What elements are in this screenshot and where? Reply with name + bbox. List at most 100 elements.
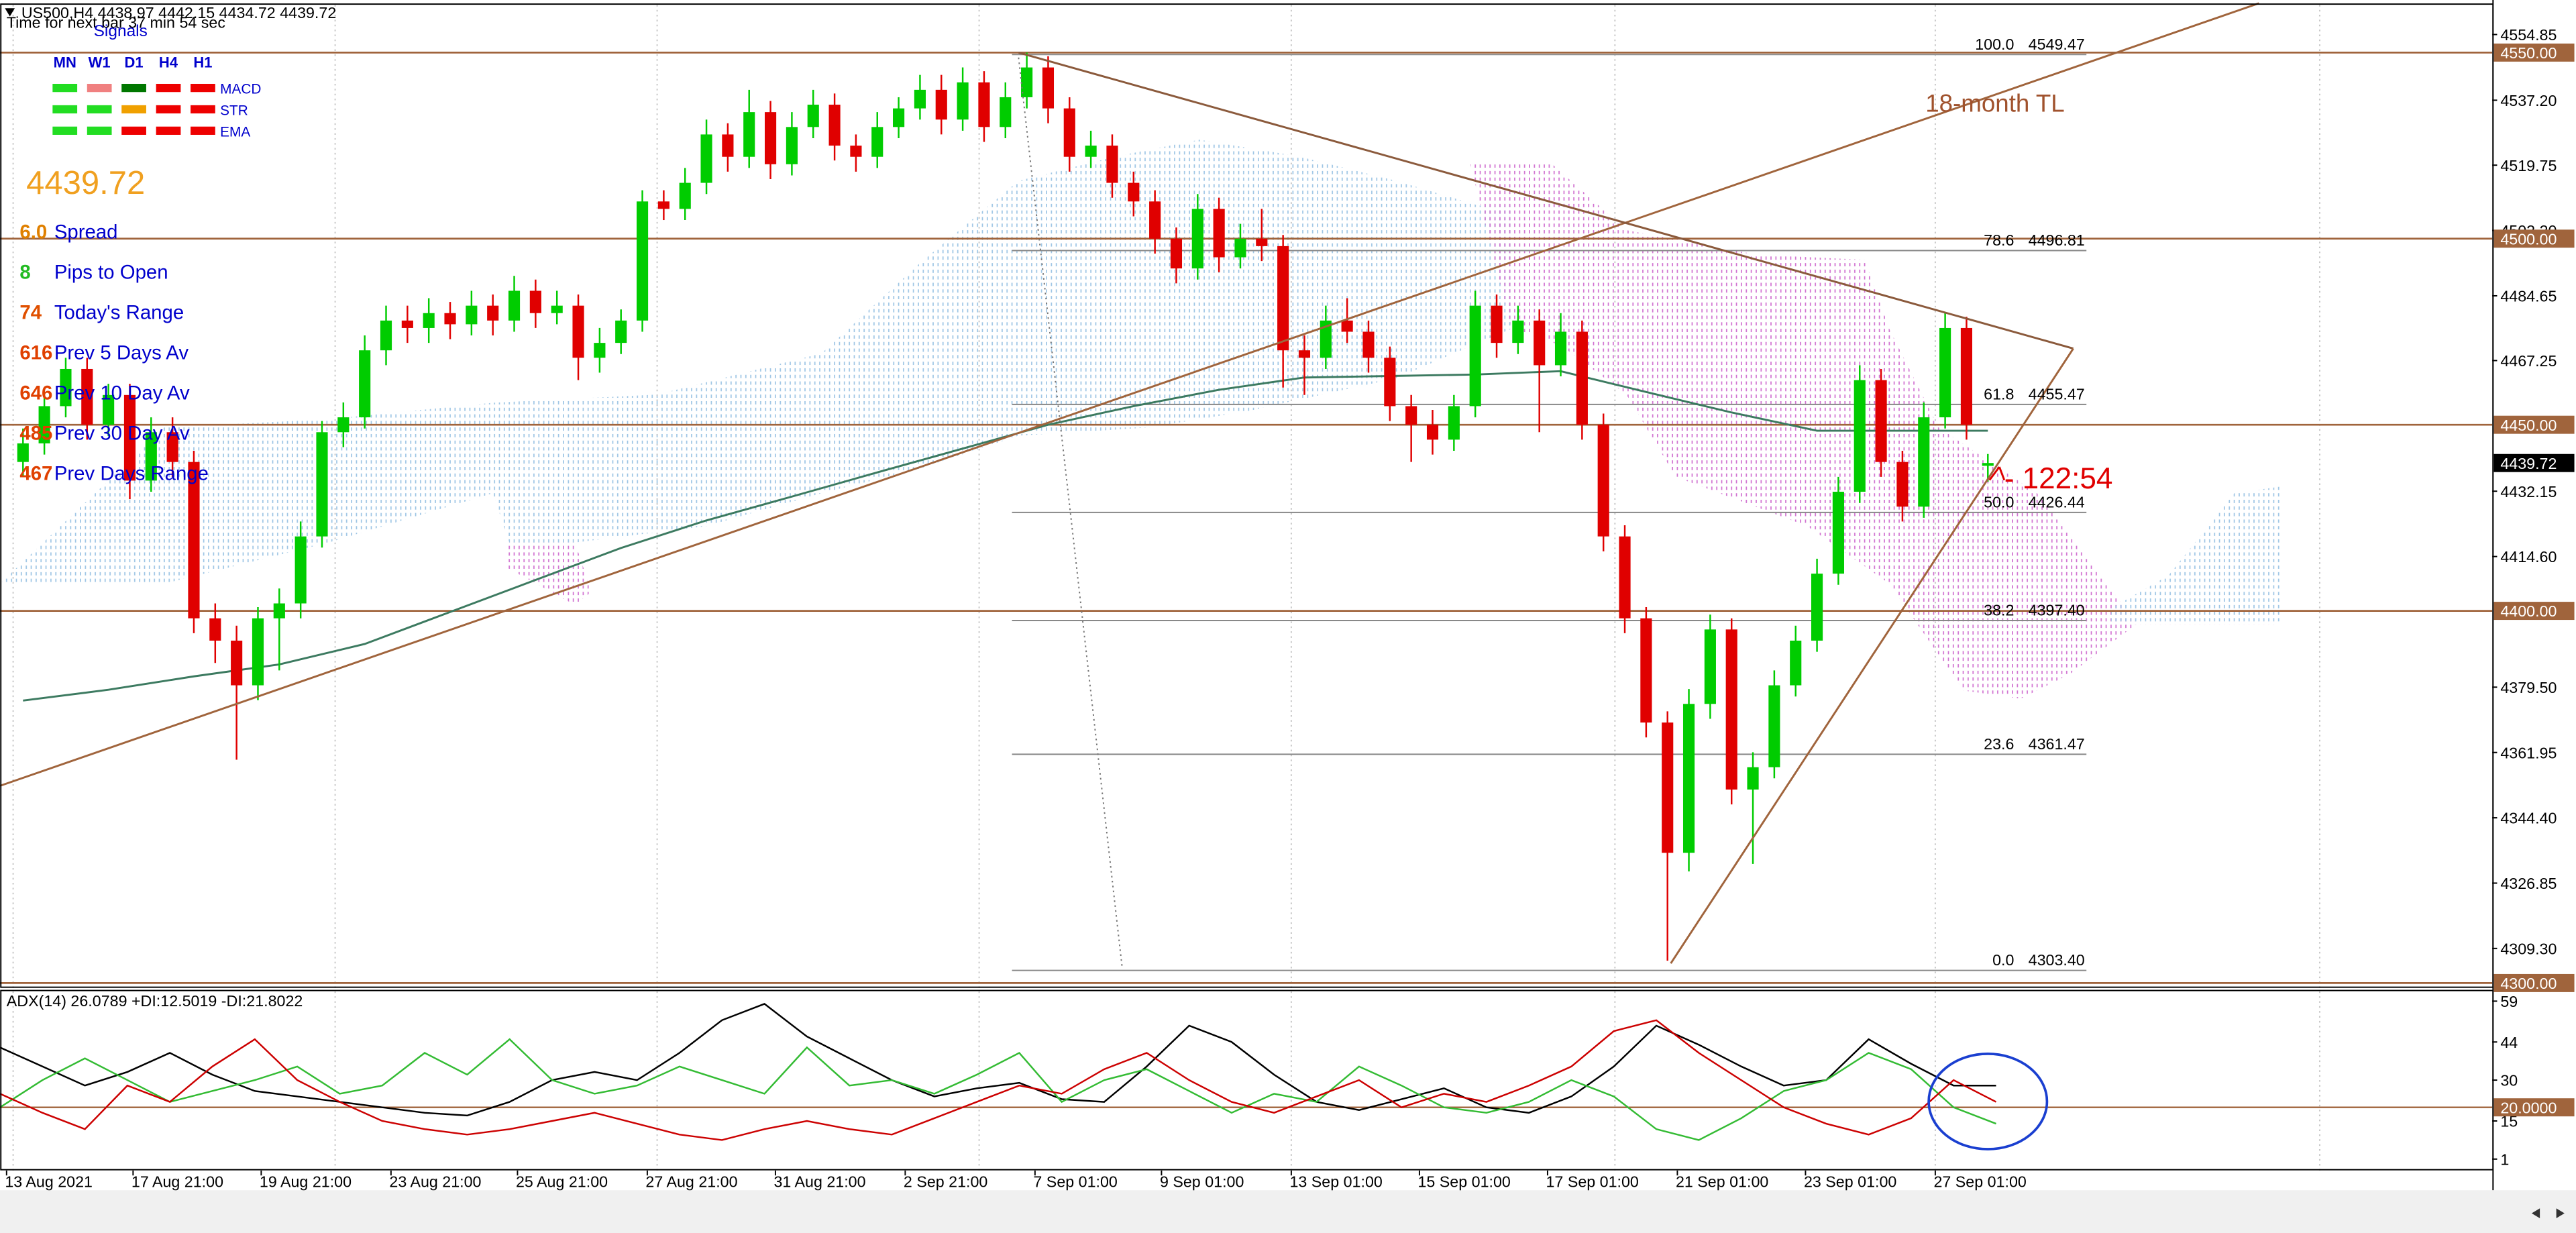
x-tick-label: 13 Sep 01:00 [1289, 1173, 1382, 1190]
level-box [2493, 973, 2575, 992]
x-tick-label: 15 Sep 01:00 [1417, 1173, 1510, 1190]
signal-box [121, 83, 146, 93]
candle-body [1277, 246, 1289, 351]
signal-box [52, 126, 78, 135]
candle-body [380, 320, 392, 351]
candle-body [893, 108, 905, 127]
info-value: 616 [19, 341, 52, 364]
signal-box [156, 83, 181, 93]
candle-body [1960, 327, 1972, 425]
candle-body [679, 182, 691, 209]
candle-body [594, 343, 606, 358]
y-tick-label: 4414.60 [2500, 548, 2557, 566]
fib-price: 4361.47 [2029, 735, 2085, 753]
candle-body [188, 462, 200, 619]
candle-body [1832, 492, 1844, 574]
level-box [2493, 415, 2575, 434]
current-price-label: 4439.72 [2500, 455, 2557, 472]
signals-title: Signals [94, 22, 148, 40]
candle-body [487, 305, 499, 321]
candle-body [1362, 331, 1375, 358]
candle-body [1063, 108, 1075, 157]
candle-body [1790, 640, 1802, 686]
countdown-arrow [1988, 466, 2006, 481]
candle-body [1811, 574, 1823, 641]
x-tick-label: 27 Sep 01:00 [1933, 1173, 2026, 1190]
candle-body [828, 105, 841, 146]
candle-body [1256, 238, 1268, 246]
candle-body [316, 432, 328, 537]
candle-body [1448, 406, 1460, 440]
candle-body [1682, 704, 1695, 853]
x-tick-label: 13 Aug 2021 [5, 1173, 93, 1190]
adx-tick-label: 1 [2500, 1150, 2509, 1168]
candle-body [957, 82, 969, 120]
fib-ratio: 38.2 [1984, 602, 2014, 619]
fib-price: 4397.40 [2029, 602, 2085, 619]
candle-body [145, 432, 157, 481]
candle-body [359, 350, 371, 418]
candle-body [273, 603, 285, 619]
cloud-bull [2110, 486, 2281, 622]
candle-body [1704, 629, 1716, 704]
candle-body [1213, 209, 1225, 258]
candle-body [1725, 629, 1737, 790]
x-tick-label: 17 Sep 01:00 [1546, 1173, 1638, 1190]
tab-scroll-left[interactable] [2531, 1208, 2540, 1218]
candle-body [1106, 146, 1118, 183]
candle-body [1534, 320, 1546, 366]
level-label: 4500.00 [2500, 230, 2557, 248]
candle-body [807, 105, 819, 127]
candle-body [551, 305, 563, 313]
info-label: Today's Range [54, 301, 184, 323]
x-tick-label: 7 Sep 01:00 [1033, 1173, 1118, 1190]
x-tick-label: 27 Aug 21:00 [645, 1173, 737, 1190]
signal-box [156, 126, 181, 135]
candle-body [1491, 305, 1503, 343]
countdown-annotation: - 122:54 [2004, 462, 2113, 495]
signal-box [87, 126, 112, 135]
signal-box [87, 83, 112, 93]
trendline-annotation: 18-month TL [1925, 90, 2065, 117]
info-value: 74 [19, 301, 42, 323]
y-tick-label: 4484.65 [2500, 288, 2557, 305]
signal-box [121, 105, 146, 114]
candle-body [1298, 350, 1311, 358]
candle-body [1341, 320, 1353, 332]
candle-body [978, 82, 990, 127]
candle-body [1768, 685, 1780, 767]
x-tick-label: 2 Sep 21:00 [904, 1173, 988, 1190]
adx-tick-label: 30 [2500, 1072, 2518, 1089]
candle-body [123, 394, 136, 481]
candle-body [1021, 67, 1033, 97]
y-tick-label: 4361.95 [2500, 744, 2557, 761]
tab-bar [0, 1190, 2576, 1233]
candle-body [466, 305, 478, 325]
y-tick-label: 4467.25 [2500, 352, 2557, 370]
trendlines [0, 2, 2259, 967]
candle-body [1170, 238, 1183, 269]
tab-scroll-right[interactable] [2556, 1208, 2565, 1218]
candle-body [294, 536, 307, 604]
candle-body [209, 618, 221, 641]
candle-body [1597, 425, 1609, 537]
candle-body [1640, 618, 1652, 723]
level-label: 4300.00 [2500, 975, 2557, 992]
candle-body [1149, 201, 1161, 239]
candle-body [1234, 238, 1246, 258]
candle-body [529, 290, 541, 313]
candle-body [1042, 67, 1055, 109]
info-label: Prev 5 Days Av [54, 341, 189, 364]
candle-body [401, 320, 413, 328]
level-label: 4550.00 [2500, 44, 2557, 62]
signal-box [52, 105, 78, 114]
candle-body [508, 290, 521, 321]
x-tick-label: 19 Aug 21:00 [260, 1173, 352, 1190]
candle-body [1085, 146, 1097, 157]
candle-body [700, 134, 712, 183]
info-label: Spread [54, 221, 118, 243]
signal-box [121, 126, 146, 135]
x-tick-label: 31 Aug 21:00 [773, 1173, 865, 1190]
x-tick-label: 23 Aug 21:00 [389, 1173, 481, 1190]
candle-body [914, 89, 926, 109]
